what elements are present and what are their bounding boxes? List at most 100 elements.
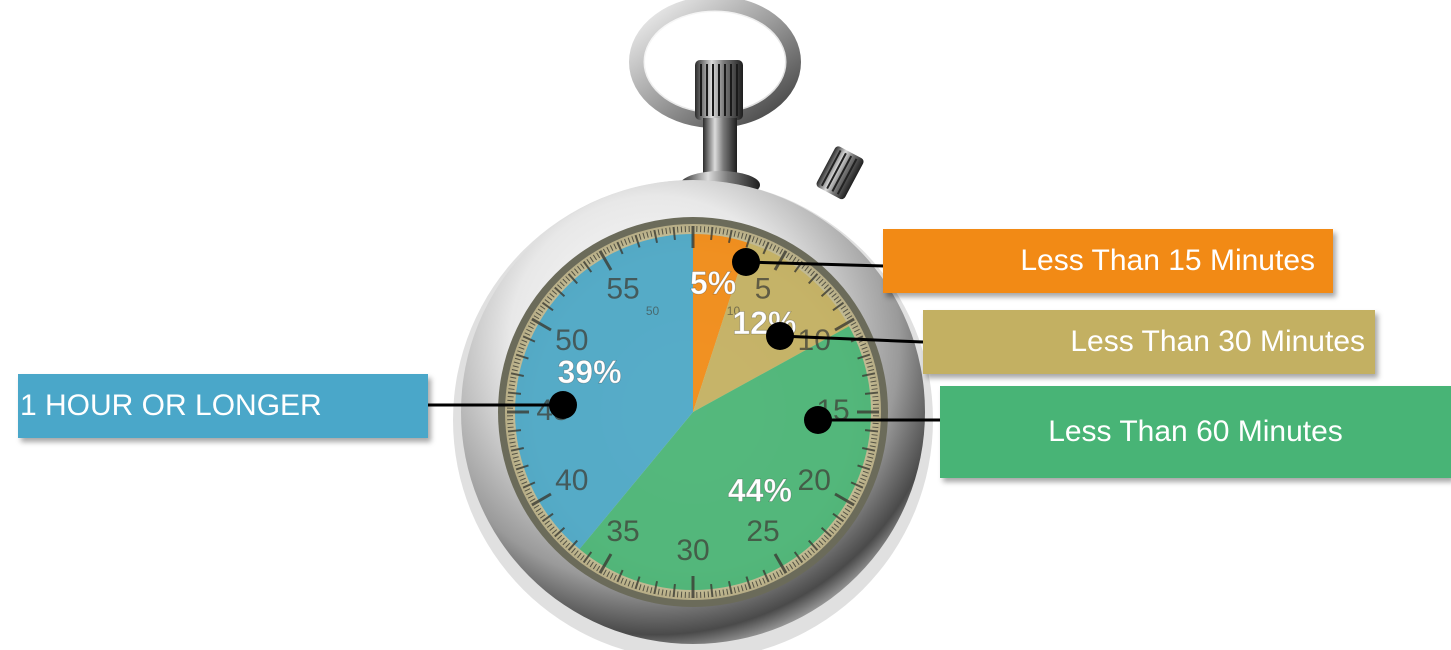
dial-tick — [789, 563, 794, 570]
dial-tick — [638, 233, 642, 240]
dial-tick — [773, 250, 788, 271]
dial-number: 25 — [746, 515, 779, 548]
dial-tick — [515, 353, 529, 360]
legend-callout-less-than-60-minutes: Less Than 60 Minutes — [940, 386, 1451, 478]
dial-tick — [526, 491, 532, 496]
dial-tick — [762, 241, 770, 255]
dial-tick — [524, 332, 531, 336]
dial-tick — [562, 540, 568, 546]
dial-tick — [613, 574, 617, 581]
dial-tick — [521, 481, 528, 485]
pie-slice-less-than-60-minutes — [579, 326, 872, 590]
dial-tick — [762, 577, 766, 584]
dial-tick — [864, 429, 879, 433]
dial-tick — [733, 587, 736, 594]
dial-tick — [519, 477, 526, 481]
dial-tick — [624, 579, 628, 586]
dial-number: 55 — [606, 273, 639, 306]
dial-tick — [832, 301, 845, 312]
dial-tick — [867, 365, 874, 368]
dial-tick — [871, 388, 878, 390]
dial-tick — [596, 565, 601, 572]
dial-tick — [858, 481, 865, 485]
dial-tick — [539, 305, 546, 310]
dial-tick — [815, 276, 821, 282]
dial-tick — [707, 226, 710, 233]
dial-tick — [546, 296, 553, 301]
dial-tick — [740, 585, 744, 592]
dial-tick — [596, 252, 601, 259]
dial-tick — [793, 551, 804, 564]
dial-tick — [524, 488, 531, 492]
dial-tick — [562, 278, 568, 284]
dial-tick — [631, 581, 635, 588]
dial-tick — [507, 426, 514, 429]
dial-tick — [785, 252, 790, 259]
dial-tick — [559, 281, 565, 287]
dial-tick — [567, 539, 578, 551]
dial-tick — [616, 569, 624, 583]
marker-dot-30 — [766, 322, 794, 350]
dial-tick — [772, 245, 777, 251]
dial-tick — [850, 321, 857, 326]
dial-tick — [762, 240, 766, 247]
dial-tick — [592, 563, 597, 570]
dial-tick — [831, 526, 837, 531]
dial-tick — [792, 561, 797, 568]
dial-tick — [624, 238, 628, 245]
dial-tick — [733, 230, 736, 237]
dial-tick — [529, 321, 536, 326]
dial-tick — [544, 520, 550, 525]
dial-tick — [870, 437, 878, 440]
dial-tick — [638, 584, 642, 591]
dial-tick — [544, 299, 550, 304]
dial-tick — [855, 332, 862, 336]
dial-tick — [549, 526, 555, 531]
dial-tick — [727, 229, 733, 243]
dial-tick — [861, 346, 868, 350]
dial-tick — [557, 284, 563, 290]
dial-tick — [745, 234, 752, 248]
dial-tick — [864, 391, 879, 395]
dial-tick — [866, 361, 873, 365]
dial-tick — [870, 441, 877, 444]
dial-tick — [589, 561, 594, 568]
dial-tick — [808, 539, 819, 551]
dial-tick — [551, 290, 558, 295]
dial-tick — [836, 299, 842, 304]
legend-label: 1 HOUR OR LONGER — [20, 389, 322, 422]
dial-tick — [669, 590, 671, 597]
dial-tick — [510, 376, 517, 379]
dial-tick — [823, 284, 829, 290]
percentage-label: 44% — [728, 472, 792, 508]
dial-tick — [531, 492, 552, 507]
dial-number: 40 — [555, 464, 588, 497]
dial-tick — [509, 441, 516, 444]
dial-tick — [602, 569, 607, 576]
dial-tick — [539, 514, 546, 519]
dial-tick — [815, 542, 821, 548]
dial-tick — [620, 240, 624, 247]
dial-tick — [807, 268, 812, 274]
dial-tick — [657, 588, 660, 595]
dial-tick — [844, 311, 851, 316]
dial-tick — [840, 514, 847, 519]
dial-tick — [722, 228, 725, 235]
dial-tick — [840, 305, 847, 310]
dial-tick — [537, 308, 544, 313]
dial-tick — [792, 256, 797, 263]
leader-line-15 — [745, 260, 885, 268]
dial-tick — [609, 245, 614, 251]
marker-dot-60 — [804, 406, 832, 434]
dial-tick — [613, 243, 617, 250]
dial-tick — [804, 265, 809, 272]
dial-tick — [609, 573, 614, 579]
dial-tick — [551, 529, 558, 534]
dial-tick — [598, 250, 613, 271]
dial-tick — [789, 254, 794, 261]
dial-tick — [665, 227, 668, 235]
dial-tick — [541, 301, 554, 312]
dial-tick — [533, 504, 540, 509]
dial-tick — [870, 380, 877, 383]
dial-tick — [650, 230, 653, 237]
